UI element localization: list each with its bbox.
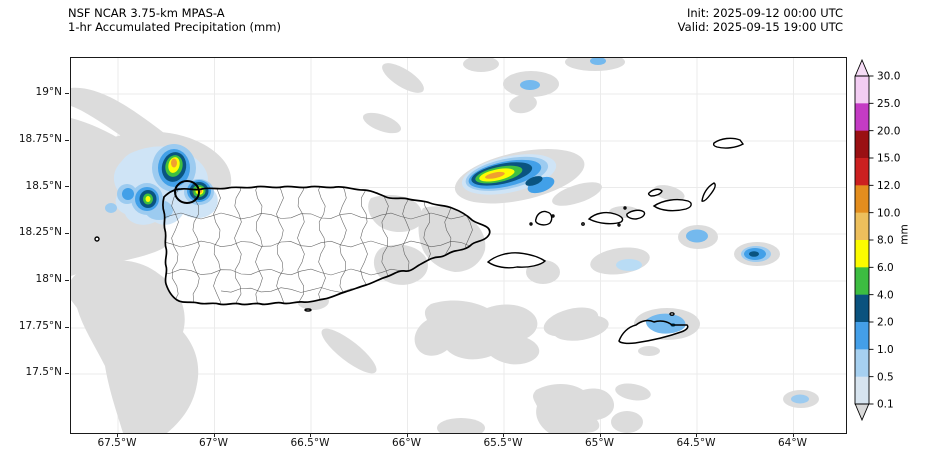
colorbar-tick-label: 0.5 bbox=[877, 371, 894, 383]
x-tick-label: 67°W bbox=[199, 437, 228, 449]
y-tick-mark bbox=[65, 279, 69, 281]
virgin-gorda-island bbox=[701, 182, 716, 202]
colorbar-tick-label: 8.0 bbox=[877, 235, 894, 247]
x-tick-label: 64°W bbox=[778, 437, 807, 449]
colorbar-tick-label: 15.0 bbox=[877, 153, 900, 165]
precip-cells-layer bbox=[105, 57, 809, 404]
y-tick-label: 19°N bbox=[35, 86, 62, 98]
y-tick-label: 18°N bbox=[35, 273, 62, 285]
culebra-island bbox=[534, 210, 553, 226]
x-tick-label: 67.5°W bbox=[97, 437, 137, 449]
y-tick-mark bbox=[65, 139, 69, 141]
x-tick-label: 66°W bbox=[392, 437, 421, 449]
y-tick-mark bbox=[65, 232, 69, 234]
nw-coast-contour-ring bbox=[174, 180, 200, 204]
y-tick-mark bbox=[65, 186, 69, 187]
y-tick-mark bbox=[65, 326, 69, 328]
y-tick-label: 18.75°N bbox=[18, 133, 62, 145]
y-tick-label: 18.25°N bbox=[18, 226, 62, 238]
colorbar-tick-label: 4.0 bbox=[877, 289, 894, 301]
anegada-island bbox=[712, 137, 745, 149]
buck-island bbox=[669, 312, 675, 316]
colorbar-tick-label: 0.1 bbox=[877, 399, 894, 411]
colorbar-tick-label: 12.0 bbox=[877, 180, 900, 192]
y-tick-label: 17.75°N bbox=[18, 320, 62, 332]
colorbar-tick-label: 20.0 bbox=[877, 125, 900, 137]
x-tick-mark bbox=[792, 433, 794, 437]
x-tick-mark bbox=[503, 433, 504, 437]
st-john-island bbox=[626, 209, 646, 220]
map-svg bbox=[71, 53, 846, 438]
x-tick-mark bbox=[117, 433, 118, 437]
x-tick-label: 65°W bbox=[585, 437, 614, 449]
y-tick-label: 18.5°N bbox=[25, 179, 62, 192]
x-tick-mark bbox=[599, 433, 601, 437]
x-tick-mark bbox=[310, 433, 311, 437]
colorbar-units-label: mm bbox=[898, 224, 911, 245]
colorbar-tick-label: 25.0 bbox=[877, 98, 900, 110]
valid-time-label: Valid: 2025-09-15 19:00 UTC bbox=[677, 20, 843, 34]
colorbar-tick-label: 2.0 bbox=[877, 317, 894, 329]
x-tick-mark bbox=[696, 433, 697, 437]
colorbar-tick-label: 30.0 bbox=[877, 71, 900, 83]
colorbar-tick-label: 1.0 bbox=[877, 344, 894, 356]
x-tick-mark bbox=[406, 433, 408, 437]
coastline-layer bbox=[94, 137, 745, 345]
vieques-island bbox=[486, 252, 547, 269]
figure-subtitle: 1-hr Accumulated Precipitation (mm) bbox=[68, 20, 281, 34]
desecheo-island bbox=[94, 236, 100, 242]
colorbar-tick-label: 6.0 bbox=[877, 262, 894, 274]
colorbar: 30.0 25.0 20.0 15.0 12.0 10.0 8.0 6.0 4.0 2.0 1.0 0… bbox=[854, 58, 900, 422]
x-tick-mark bbox=[213, 433, 215, 437]
init-time-label: Init: 2025-09-12 00:00 UTC bbox=[687, 6, 843, 20]
x-tick-label: 65.5°W bbox=[483, 437, 523, 449]
colorbar-tick-label: 10.0 bbox=[877, 207, 900, 219]
y-tick-mark bbox=[65, 372, 69, 374]
st-thomas-island bbox=[587, 211, 624, 225]
jost-van-dyke-island bbox=[647, 188, 663, 197]
map-plot-area bbox=[70, 53, 847, 438]
figure-title: NSF NCAR 3.75-km MPAS-A bbox=[68, 6, 225, 20]
caja-de-muertos-island bbox=[304, 308, 312, 312]
y-tick-mark bbox=[65, 92, 69, 94]
y-tick-label: 17.5°N bbox=[25, 366, 62, 378]
x-tick-label: 66.5°W bbox=[290, 437, 330, 449]
x-tick-label: 64.5°W bbox=[676, 437, 716, 449]
tortola-island bbox=[652, 198, 692, 212]
